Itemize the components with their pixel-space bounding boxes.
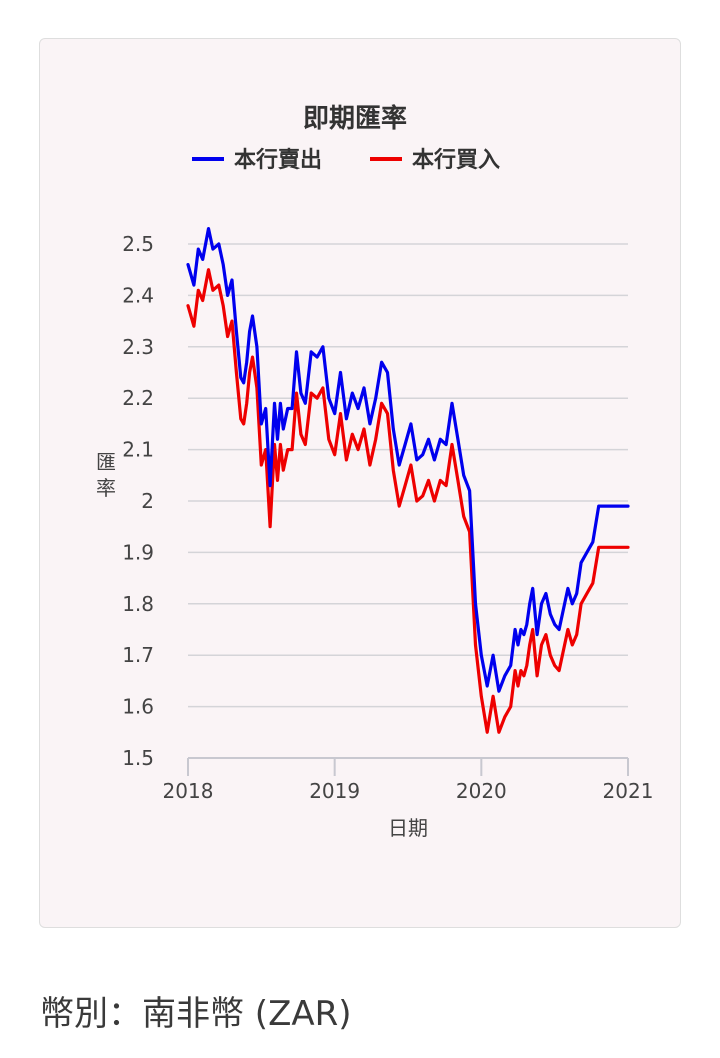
series-line-buy[interactable] [186,268,630,734]
chart-card: 即期匯率 本行賣出 本行買入 1.5 1.6 1.7 1.8 1.9 2 2.1 2.2 2.3… [39,38,681,928]
y-tick-label: 1.5 [122,746,154,770]
chart-title: 即期匯率 [303,103,407,134]
y-tick-label: 2.5 [122,232,154,256]
x-tick-label: 2021 [603,779,654,803]
x-tick-label: 2018 [163,779,214,803]
legend[interactable]: 本行賣出 本行買入 [192,147,500,173]
x-tick-label: 2020 [456,779,507,803]
legend-label-sell[interactable]: 本行賣出 [234,147,322,173]
y-tick-label: 2 [141,489,154,513]
y-tick-label: 1.7 [122,643,154,667]
y-tick-label: 2.4 [122,283,154,307]
series-line-sell[interactable] [186,227,630,693]
y-tick-label: 1.6 [122,695,154,719]
y-axis-label: 匯率 [96,450,116,500]
y-axis-ticks: 1.5 1.6 1.7 1.8 1.9 2 2.1 2.2 2.3 2.4 2.5 [122,232,154,770]
x-axis-label: 日期 [388,816,428,840]
series-lines [186,227,630,734]
currency-label: 幣別：南非幣 (ZAR) [40,994,352,1034]
y-tick-label: 2.3 [122,335,154,359]
x-axis: 2018 2019 2020 2021 [163,757,654,803]
legend-label-buy[interactable]: 本行買入 [412,147,500,173]
y-tick-label: 1.9 [122,540,154,564]
exchange-rate-chart: 即期匯率 本行賣出 本行買入 1.5 1.6 1.7 1.8 1.9 2 2.1 2.2 2.3… [96,103,654,840]
y-tick-label: 2.1 [122,438,154,462]
y-tick-label: 1.8 [122,592,154,616]
x-tick-label: 2019 [309,779,360,803]
y-tick-label: 2.2 [122,386,154,410]
